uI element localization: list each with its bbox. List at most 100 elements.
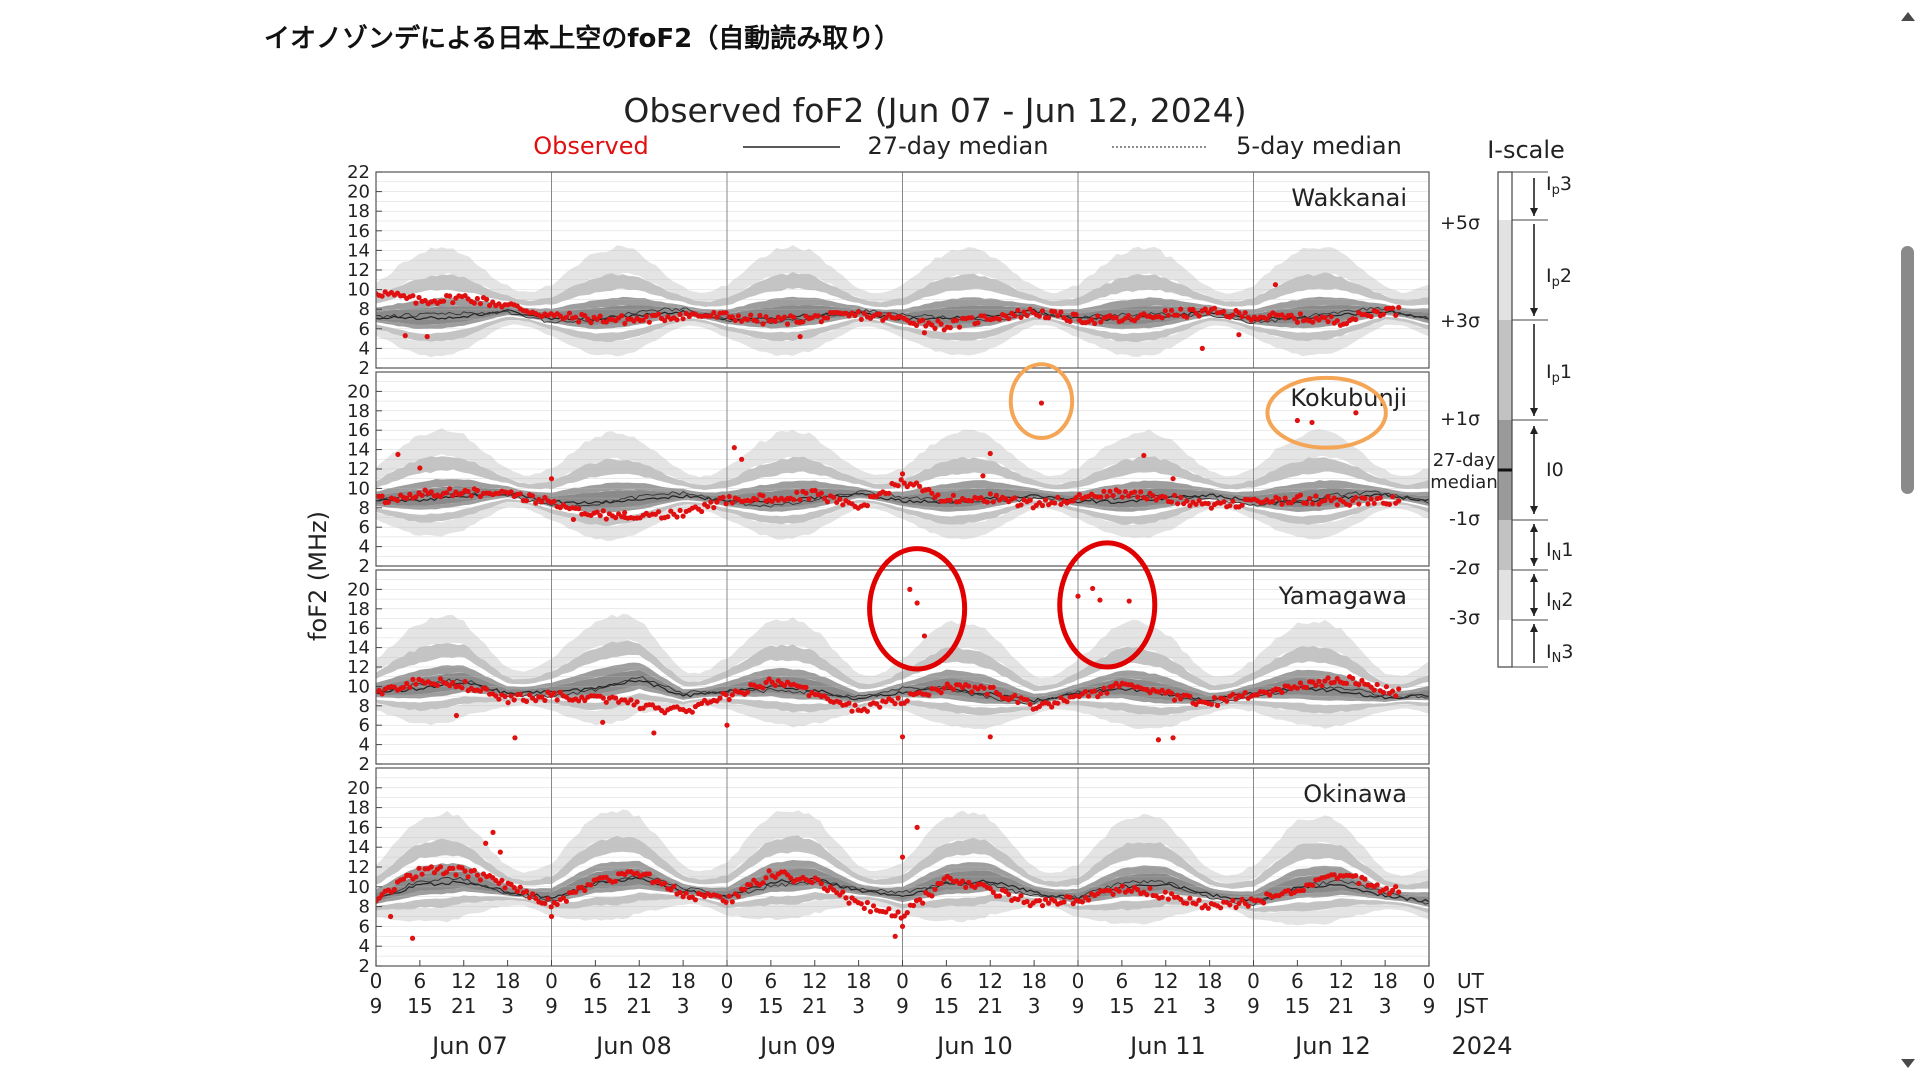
i-scale-sigma-label: median — [1430, 472, 1497, 493]
observed-point — [963, 884, 969, 891]
scroll-thumb[interactable] — [1901, 246, 1914, 494]
observed-point — [760, 321, 766, 327]
observed-outlier — [497, 849, 503, 855]
observed-outlier — [739, 456, 745, 462]
scroll-down-icon[interactable] — [1901, 1059, 1915, 1068]
observed-point — [1039, 903, 1046, 909]
observed-point — [754, 318, 760, 324]
observed-point — [490, 299, 496, 305]
observed-point — [1024, 697, 1030, 703]
observed-point — [1383, 885, 1389, 892]
observed-point — [806, 496, 812, 502]
observed-outlier — [570, 516, 577, 523]
observed-point — [1233, 696, 1239, 702]
observed-point — [966, 879, 972, 885]
observed-point — [1092, 688, 1098, 694]
observed-point — [834, 499, 840, 505]
observed-point — [1012, 692, 1018, 699]
observed-point — [1119, 883, 1125, 889]
observed-point — [1135, 494, 1141, 500]
highlight-circles — [867, 362, 1388, 672]
x-axis: 0961512211830961512211830961512211830961… — [370, 960, 1513, 1060]
i-scale-sigma-label: -3σ — [1449, 607, 1480, 629]
observed-point — [883, 909, 889, 915]
observed-point — [720, 494, 726, 500]
observed-point — [619, 313, 625, 319]
observed-point — [1175, 312, 1181, 318]
y-tick-label: 18 — [347, 401, 370, 422]
observed-point — [514, 888, 520, 895]
observed-point — [717, 894, 723, 900]
y-tick-label: 18 — [347, 599, 370, 620]
observed-point — [428, 864, 434, 870]
observed-outlier — [1353, 410, 1359, 416]
observed-point — [1205, 905, 1211, 911]
observed-point — [656, 509, 662, 515]
observed-point — [1092, 320, 1098, 327]
observed-point — [1310, 679, 1316, 685]
i-scale-segment — [1498, 520, 1512, 570]
median-5day-line — [376, 490, 1429, 509]
observed-point — [1279, 501, 1285, 507]
observed-outlier — [1097, 597, 1103, 603]
median-5day-line — [376, 306, 1429, 325]
observed-point — [502, 885, 508, 891]
observed-point — [877, 311, 883, 317]
observed-point — [858, 316, 864, 322]
observed-point — [428, 489, 434, 495]
observed-point — [729, 500, 735, 506]
observed-point — [791, 497, 797, 503]
observed-point — [1390, 305, 1396, 311]
observed-point — [594, 509, 600, 515]
observed-point — [1055, 700, 1061, 706]
observed-point — [680, 316, 686, 322]
observed-point — [846, 900, 852, 906]
observed-point — [791, 314, 797, 320]
observed-point — [1006, 316, 1012, 322]
observed-point — [1150, 493, 1156, 499]
y-tick-label: 10 — [347, 280, 370, 301]
observed-point — [484, 686, 490, 692]
scrollbar[interactable] — [1896, 0, 1920, 1080]
observed-point — [1356, 682, 1362, 688]
y-tick-label: 16 — [347, 817, 370, 838]
observed-point — [484, 296, 490, 302]
observed-point — [1356, 501, 1362, 507]
observed-point — [656, 311, 662, 317]
observed-point — [416, 865, 422, 871]
observed-point — [1107, 488, 1113, 494]
observed-point — [1319, 683, 1325, 689]
observed-outlier — [914, 600, 920, 606]
observed-outlier — [1155, 737, 1162, 743]
observed-point — [824, 315, 831, 321]
observed-point — [867, 909, 874, 915]
jst-tick-label: 9 — [545, 994, 558, 1018]
observed-point — [613, 695, 619, 701]
observed-point — [1018, 893, 1024, 899]
observed-point — [477, 493, 483, 500]
observed-point — [1098, 494, 1104, 500]
observed-point — [1116, 489, 1122, 495]
observed-point — [1334, 675, 1340, 682]
observed-point — [910, 902, 917, 909]
ut-tick-label: 0 — [545, 969, 558, 993]
observed-point — [886, 490, 892, 496]
observed-point — [551, 498, 557, 504]
observed-point — [459, 865, 465, 871]
ut-tick-label: 6 — [589, 969, 602, 993]
scroll-up-icon[interactable] — [1901, 12, 1915, 21]
legend-observed: Observed — [533, 132, 648, 160]
observed-point — [1264, 316, 1270, 322]
observed-point — [1196, 313, 1202, 319]
observed-outlier — [490, 829, 496, 835]
observed-point — [1230, 897, 1236, 904]
band-inner-upper — [376, 479, 1429, 497]
i-scale-title: I-scale — [1487, 136, 1565, 164]
band-outer-lower — [376, 319, 1429, 358]
jst-tick-label: 9 — [1423, 994, 1436, 1018]
observed-point — [1282, 495, 1288, 501]
observed-point — [1347, 502, 1353, 508]
observed-point — [530, 493, 536, 499]
observed-point — [1205, 501, 1211, 507]
